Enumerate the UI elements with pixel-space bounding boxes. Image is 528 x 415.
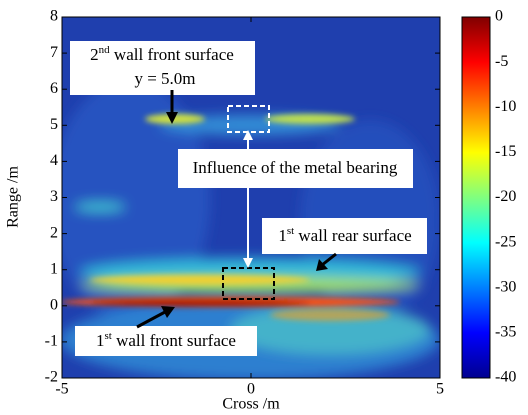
dashed-box [222, 267, 275, 300]
arrow-head [243, 258, 253, 268]
colorbar-tick-label: -40 [495, 369, 516, 386]
annotation-part: 1 [278, 226, 287, 245]
dashed-box [227, 105, 270, 133]
annotation: 1st wall front surface [96, 330, 236, 350]
x-tick-label: 5 [436, 381, 444, 398]
annotation-part: Influence of the metal bearing [193, 158, 398, 177]
colorbar-tick-label: -20 [495, 188, 516, 205]
y-tick-label: -1 [45, 333, 58, 350]
colorbar-tick-label: -35 [495, 324, 516, 341]
y-tick-label: 5 [50, 116, 58, 133]
y-tick-label: 6 [50, 80, 58, 97]
x-axis-label: Cross /m [222, 396, 280, 413]
annotation-part: 1 [96, 331, 105, 350]
colorbar-tick-label: 0 [495, 8, 503, 25]
y-tick-label: 7 [50, 44, 58, 61]
arrow-head [166, 112, 178, 124]
annotation-box [262, 218, 427, 254]
annotation-sup: st [105, 330, 112, 342]
colorbar-tick-label: -5 [495, 53, 508, 70]
annotation-box [70, 41, 255, 95]
arrow [321, 252, 337, 267]
arrow-head [243, 130, 253, 140]
annotation-box [178, 149, 413, 188]
x-tick-label: -5 [55, 381, 68, 398]
y-tick-label: 3 [50, 188, 58, 205]
y-tick-label: -2 [45, 369, 58, 386]
annotation-part: 2 [90, 45, 99, 64]
annotation-part: y = 5.0m [134, 69, 195, 88]
arrow [136, 310, 166, 329]
annotation-part: wall front surface [110, 45, 234, 64]
colorbar-tick-label: -15 [495, 143, 516, 160]
annotation-sup: st [287, 225, 294, 237]
y-tick-label: 8 [50, 8, 58, 25]
y-tick-label: 0 [50, 296, 58, 313]
colorbar-tick-label: -10 [495, 98, 516, 115]
colorbar [461, 16, 491, 379]
annotation-part: wall rear surface [294, 226, 412, 245]
annotation-part: wall front surface [112, 331, 236, 350]
x-tick-label: 0 [247, 381, 255, 398]
y-axis-label: Range /m [5, 166, 22, 228]
colorbar-tick-label: -30 [495, 278, 516, 295]
annotation: 1st wall rear surface [278, 225, 411, 245]
y-tick-label: 1 [50, 260, 58, 277]
annotation-box [75, 326, 257, 356]
annotation: y = 5.0m [134, 69, 195, 88]
arrow-head [316, 259, 328, 271]
colorbar-tick-label: -25 [495, 233, 516, 250]
y-tick-label: 4 [50, 152, 58, 169]
annotation: Influence of the metal bearing [193, 158, 398, 177]
y-tick-label: 2 [50, 224, 58, 241]
arrow-head [161, 306, 175, 318]
annotation: 2nd wall front surface [90, 44, 234, 64]
annotation-sup: nd [99, 44, 111, 56]
